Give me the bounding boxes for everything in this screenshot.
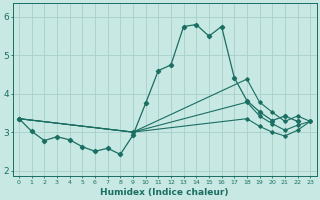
X-axis label: Humidex (Indice chaleur): Humidex (Indice chaleur)	[100, 188, 229, 197]
